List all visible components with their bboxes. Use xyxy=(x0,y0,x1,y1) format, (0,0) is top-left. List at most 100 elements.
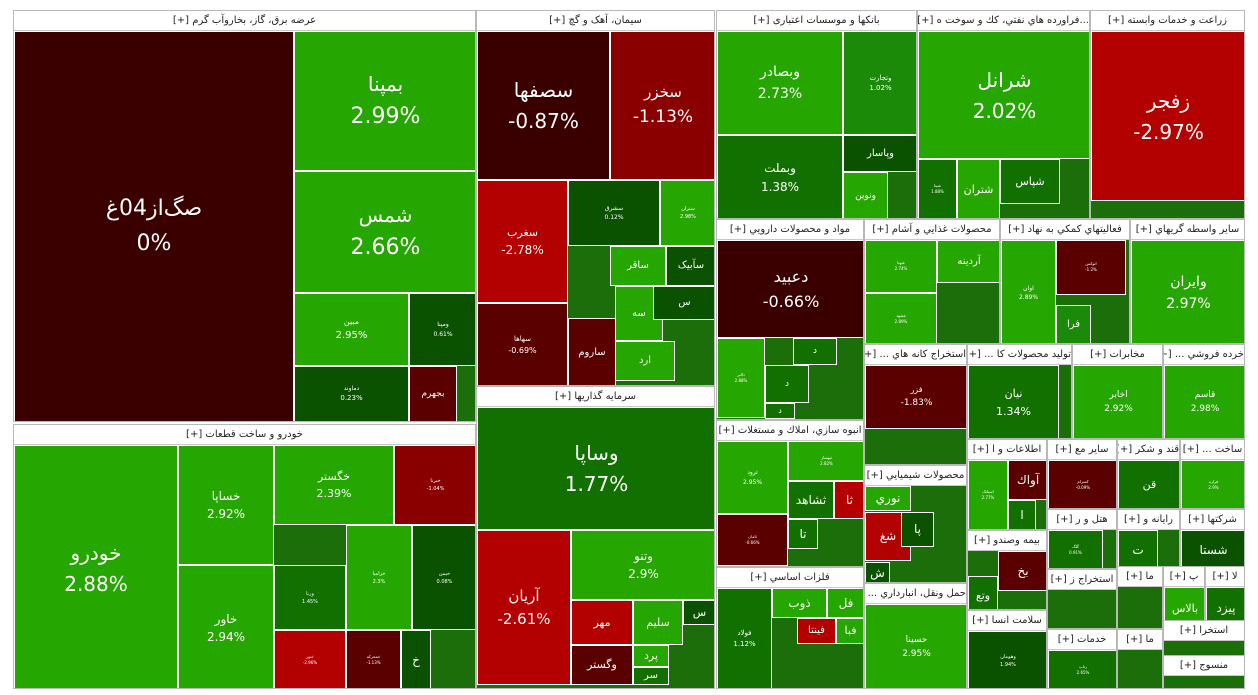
sector-title[interactable]: ساخت ... [+] xyxy=(1181,440,1244,460)
stock-tile[interactable]: سصفها -0.87% xyxy=(477,31,610,180)
stock-tile[interactable]: د xyxy=(765,403,795,419)
sector-title[interactable]: لا [+] xyxy=(1206,567,1244,587)
stock-tile[interactable]: آردينه xyxy=(937,240,999,283)
stock-tile[interactable]: خیمن 0.08% xyxy=(412,525,475,630)
sector-title[interactable]: مواد و محصولات دارويي [+] xyxy=(717,220,863,240)
stock-tile[interactable]: خ xyxy=(401,630,431,688)
stock-tile[interactable]: ت xyxy=(1118,530,1158,568)
sector-title[interactable]: قند و شكر [+] xyxy=(1118,440,1179,460)
sector-title[interactable]: منسوج [+] xyxy=(1164,656,1244,676)
stock-tile[interactable]: اتوکس -1.2% xyxy=(1056,240,1126,295)
stock-tile[interactable]: وتع xyxy=(968,576,998,609)
stock-tile[interactable]: گلگ 0.91% xyxy=(1048,530,1103,568)
stock-tile[interactable]: ختور -2.96% xyxy=(274,630,346,688)
stock-tile[interactable]: نوري xyxy=(865,486,911,511)
stock-tile[interactable]: فولاد 1.12% xyxy=(717,588,772,688)
sector-title[interactable]: خرده فروشي ... [+] xyxy=(1164,345,1244,365)
sector-title[interactable]: ما [+] xyxy=(1118,567,1162,587)
stock-tile[interactable]: پرد xyxy=(633,645,669,667)
stock-tile[interactable]: صگ‌از04غ 0% xyxy=(14,31,294,421)
stock-tile[interactable]: بخ xyxy=(998,551,1046,591)
stock-tile[interactable]: ستران 2.98% xyxy=(660,180,714,246)
stock-tile[interactable]: سخزر -1.13% xyxy=(610,31,714,180)
stock-tile[interactable]: ومپنا 0.61% xyxy=(409,293,475,366)
stock-tile[interactable]: اوان 2.89% xyxy=(1001,240,1056,343)
stock-tile[interactable]: سهاها -0.69% xyxy=(477,303,568,385)
stock-tile[interactable]: ورنا 1.45% xyxy=(274,565,346,630)
sector-title[interactable]: زراعت و خدمات وابسته [+] xyxy=(1091,11,1244,31)
stock-tile[interactable]: ساقر xyxy=(610,246,666,286)
stock-tile[interactable]: ونوین xyxy=(843,172,888,218)
stock-tile[interactable]: خگستر 2.39% xyxy=(274,445,394,525)
stock-tile[interactable]: حسينا 2.95% xyxy=(865,604,966,688)
sector-title[interactable]: مخابرات [+] xyxy=(1073,345,1162,365)
sector-title[interactable]: سلامت انسا [+] xyxy=(968,611,1046,631)
stock-tile[interactable]: ثشاهد xyxy=(788,481,834,519)
stock-tile[interactable]: قاسم 2.98% xyxy=(1164,365,1244,438)
stock-tile[interactable]: سغرب -2.78% xyxy=(477,180,568,303)
stock-tile[interactable]: خاور 2.94% xyxy=(178,565,274,688)
stock-tile[interactable]: وساپا 1.77% xyxy=(477,407,714,530)
stock-tile[interactable]: س xyxy=(683,600,714,625)
sector-title[interactable]: سرمايه گذاريها [+] xyxy=(477,387,714,407)
stock-tile[interactable]: شپنا 1.88% xyxy=(918,159,957,218)
stock-tile[interactable]: دماوند 0.23% xyxy=(294,366,409,421)
stock-tile[interactable]: پا xyxy=(901,512,934,547)
sector-title[interactable]: حمل ونقل، انبارداري ... [+] xyxy=(865,584,966,604)
stock-tile[interactable]: ارد xyxy=(615,341,675,381)
stock-tile[interactable]: شمس 2.66% xyxy=(294,171,475,293)
stock-tile[interactable]: ساروم xyxy=(568,318,616,385)
stock-tile[interactable]: آريان -2.61% xyxy=(477,530,571,685)
stock-tile[interactable]: قن xyxy=(1118,460,1179,508)
stock-tile[interactable]: اخابر 2.92% xyxy=(1073,365,1162,438)
sector-title[interactable]: هتل و ر [+] xyxy=(1048,510,1116,530)
stock-tile[interactable]: ثبهساز 2.82% xyxy=(788,441,863,481)
stock-tile[interactable]: خمحرکه -1.13% xyxy=(346,630,401,688)
sector-title[interactable]: سیمان، آهک و گچ [+] xyxy=(477,11,714,31)
stock-tile[interactable]: فبا xyxy=(836,618,863,644)
stock-tile[interactable]: د xyxy=(793,338,837,365)
stock-tile[interactable]: بمپنا 2.99% xyxy=(294,31,475,171)
stock-tile[interactable]: دالبر 2.88% xyxy=(717,338,765,418)
stock-tile[interactable]: وبصادر 2.73% xyxy=(717,31,843,135)
sector-title[interactable]: فلزات اساسي [+] xyxy=(717,568,863,588)
stock-tile[interactable]: شرانل 2.02% xyxy=(918,31,1089,159)
stock-tile[interactable]: مبین 2.95% xyxy=(294,293,409,366)
stock-tile[interactable]: آواك xyxy=(1008,460,1046,500)
stock-tile[interactable]: خبرنا -1.04% xyxy=(394,445,475,525)
sector-title[interactable]: ساير مع [+] xyxy=(1048,440,1116,460)
sector-title[interactable]: استخرا [+] xyxy=(1164,621,1244,641)
stock-tile[interactable]: سشرق 0.12% xyxy=(568,180,660,246)
stock-tile[interactable]: اسیاتک 2.77% xyxy=(968,460,1008,529)
stock-tile[interactable]: د xyxy=(765,365,809,403)
sector-title[interactable]: انبوه سازي، املاك و مستغلات [+] xyxy=(717,421,863,441)
sector-title[interactable]: توليد محصولات كا ... [+] xyxy=(968,345,1071,365)
stock-tile[interactable]: وپاسار xyxy=(843,135,916,172)
sector-title[interactable]: استخراج ز [+] xyxy=(1048,570,1116,590)
stock-tile[interactable]: سر xyxy=(633,667,669,685)
stock-tile[interactable]: فرازه 2.9% xyxy=(1181,460,1244,508)
stock-tile[interactable]: سليم xyxy=(633,600,683,645)
sector-title[interactable]: ساير واسطه گريهاي [+] xyxy=(1131,220,1244,240)
stock-tile[interactable]: خزامیا 2.3% xyxy=(346,525,412,630)
sector-title[interactable]: شركتها [+] xyxy=(1181,510,1244,530)
sector-title[interactable]: پ [+] xyxy=(1164,567,1204,587)
stock-tile[interactable]: شستا xyxy=(1181,530,1244,568)
sector-title[interactable]: بيمه وصندو [+] xyxy=(968,531,1046,551)
stock-tile[interactable]: غبهنا 2.74% xyxy=(865,240,937,293)
stock-tile[interactable]: وهومان 1.94% xyxy=(968,631,1046,688)
sector-title[interactable]: محصولات شيميايي [+] xyxy=(865,466,966,486)
stock-tile[interactable]: فل xyxy=(827,588,863,618)
stock-tile[interactable]: فرا xyxy=(1056,305,1091,343)
stock-tile[interactable]: خساپا 2.92% xyxy=(178,445,274,565)
stock-tile[interactable]: وتنو 2.9% xyxy=(571,530,714,600)
stock-tile[interactable]: کسرام -0.09% xyxy=(1048,460,1116,508)
stock-tile[interactable]: وبملت 1.38% xyxy=(717,135,843,218)
stock-tile[interactable]: تا xyxy=(788,519,818,549)
stock-tile[interactable]: سآبیک xyxy=(666,246,714,286)
sector-title[interactable]: فعاليتهاي كمكي به نهاد [+] xyxy=(1001,220,1129,240)
sector-title[interactable]: ...فراورده هاي نفتي، كك و سوخت ه [+] xyxy=(918,11,1089,31)
sector-title[interactable]: استخراج كانه هاي ... [+] xyxy=(865,345,966,365)
stock-tile[interactable]: بجهرم xyxy=(409,366,457,421)
stock-tile[interactable]: فينتا xyxy=(797,618,836,644)
